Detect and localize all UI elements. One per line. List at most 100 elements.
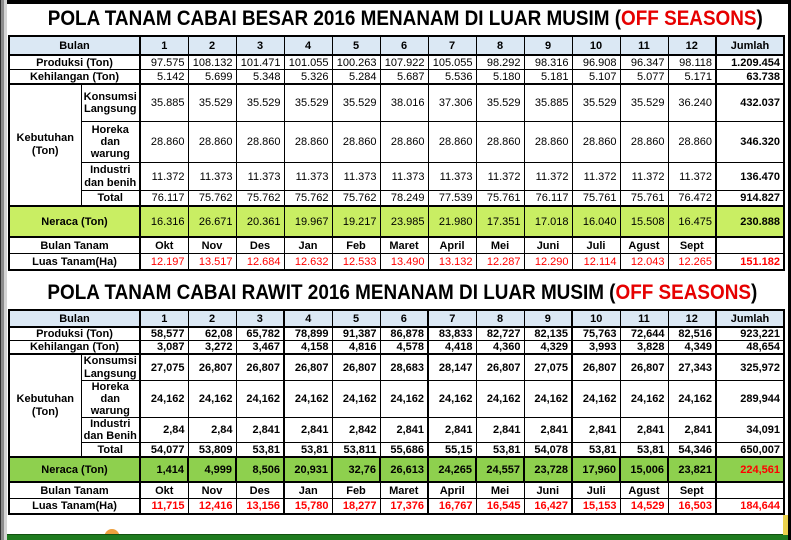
- month-column-header[interactable]: 3: [235, 35, 285, 56]
- bulan-tanam-cell[interactable]: Feb: [331, 481, 381, 500]
- data-cell[interactable]: 4,578: [379, 340, 429, 355]
- jumlah-cell[interactable]: 914.827: [715, 190, 785, 207]
- data-cell[interactable]: 5.171: [667, 69, 717, 85]
- data-cell[interactable]: 24,557: [475, 456, 525, 484]
- data-cell[interactable]: 11.372: [619, 162, 669, 191]
- row-label[interactable]: Bulan Tanam: [8, 481, 141, 500]
- data-cell[interactable]: 28.860: [187, 121, 237, 163]
- data-cell[interactable]: 35.529: [475, 83, 525, 122]
- data-cell[interactable]: 76.117: [139, 190, 189, 207]
- data-cell[interactable]: 26,807: [235, 353, 285, 381]
- data-cell[interactable]: 24,162: [571, 379, 621, 419]
- data-cell[interactable]: 2,841: [283, 417, 333, 444]
- data-cell[interactable]: 53,81: [235, 442, 285, 458]
- data-cell[interactable]: 15,153: [571, 498, 621, 515]
- data-cell[interactable]: 2,84: [139, 417, 189, 444]
- kebutuhan-sub-label[interactable]: Industri dan benih: [80, 162, 141, 191]
- data-cell[interactable]: 75.762: [235, 190, 285, 207]
- data-cell[interactable]: 77.539: [427, 190, 477, 207]
- data-cell[interactable]: 5.077: [619, 69, 669, 85]
- month-column-header[interactable]: 10: [571, 309, 621, 328]
- data-cell[interactable]: 12.290: [523, 253, 573, 271]
- data-cell[interactable]: 24,162: [235, 379, 285, 419]
- data-cell[interactable]: 36.240: [667, 83, 717, 122]
- kebutuhan-group-label[interactable]: Kebutuhan (Ton): [8, 83, 82, 207]
- data-cell[interactable]: 3,467: [235, 340, 285, 355]
- data-cell[interactable]: 18,277: [331, 498, 381, 515]
- data-cell[interactable]: 2,841: [523, 417, 573, 444]
- data-cell[interactable]: 28,147: [427, 353, 477, 381]
- data-cell[interactable]: 75.761: [619, 190, 669, 207]
- row-label[interactable]: Neraca (Ton): [8, 205, 141, 238]
- data-cell[interactable]: 4,816: [331, 340, 381, 355]
- data-cell[interactable]: 96.347: [619, 54, 669, 70]
- bulan-tanam-cell[interactable]: Jan: [283, 236, 333, 254]
- data-cell[interactable]: 27,075: [523, 353, 573, 381]
- data-cell[interactable]: 16.040: [571, 205, 621, 238]
- data-cell[interactable]: 28.860: [427, 121, 477, 163]
- data-cell[interactable]: 62,08: [187, 326, 237, 341]
- data-cell[interactable]: 2,841: [571, 417, 621, 444]
- month-column-header[interactable]: 1: [139, 309, 189, 328]
- bulan-tanam-cell[interactable]: Juli: [571, 481, 621, 500]
- data-cell[interactable]: 19.217: [331, 205, 381, 238]
- data-cell[interactable]: 54,078: [523, 442, 573, 458]
- data-cell[interactable]: 96.908: [571, 54, 621, 70]
- data-cell[interactable]: 3,272: [187, 340, 237, 355]
- data-cell[interactable]: 35.885: [523, 83, 573, 122]
- data-cell[interactable]: 26,807: [187, 353, 237, 381]
- data-cell[interactable]: 16,427: [523, 498, 573, 515]
- data-cell[interactable]: 5.107: [571, 69, 621, 85]
- data-cell[interactable]: 16,545: [475, 498, 525, 515]
- kebutuhan-sub-label[interactable]: Konsumsi Langsung: [80, 353, 141, 381]
- bulan-tanam-cell[interactable]: April: [427, 481, 477, 500]
- bulan-tanam-cell[interactable]: Jan: [283, 481, 333, 500]
- data-cell[interactable]: 78,899: [283, 326, 333, 341]
- data-cell[interactable]: 13.132: [427, 253, 477, 271]
- row-label[interactable]: Luas Tanam(Ha): [8, 253, 141, 271]
- month-column-header[interactable]: 1: [139, 35, 189, 56]
- data-cell[interactable]: 101.055: [283, 54, 333, 70]
- data-cell[interactable]: 26,613: [379, 456, 429, 484]
- data-cell[interactable]: 2,841: [475, 417, 525, 444]
- jumlah-cell[interactable]: 151.182: [715, 253, 785, 271]
- jumlah-cell[interactable]: 63.738: [715, 69, 785, 85]
- bulan-tanam-cell[interactable]: Sept: [667, 481, 717, 500]
- data-cell[interactable]: 3,828: [619, 340, 669, 355]
- month-column-header[interactable]: 12: [667, 35, 717, 56]
- data-cell[interactable]: 5.348: [235, 69, 285, 85]
- bulan-tanam-cell[interactable]: Juni: [523, 481, 573, 500]
- data-cell[interactable]: 24,162: [139, 379, 189, 419]
- data-cell[interactable]: 54,077: [139, 442, 189, 458]
- data-cell[interactable]: 28.860: [331, 121, 381, 163]
- row-label[interactable]: Kehilangan (Ton): [8, 340, 141, 355]
- data-cell[interactable]: 37.306: [427, 83, 477, 122]
- kebutuhan-group-label[interactable]: Kebutuhan (Ton): [8, 352, 82, 458]
- row-label[interactable]: Produksi (Ton): [8, 54, 141, 70]
- data-cell[interactable]: 35.529: [283, 83, 333, 122]
- data-cell[interactable]: 11.372: [571, 162, 621, 191]
- jumlah-cell[interactable]: 48,654: [715, 340, 785, 355]
- month-column-header[interactable]: 5: [331, 309, 381, 328]
- data-cell[interactable]: 11.373: [379, 162, 429, 191]
- data-cell[interactable]: 35.529: [571, 83, 621, 122]
- data-cell[interactable]: 24,162: [667, 379, 717, 419]
- jumlah-cell[interactable]: 34,091: [715, 417, 785, 444]
- bulan-tanam-cell[interactable]: Mei: [475, 236, 525, 254]
- data-cell[interactable]: 35.529: [235, 83, 285, 122]
- data-cell[interactable]: 11.373: [283, 162, 333, 191]
- data-cell[interactable]: 107.922: [379, 54, 429, 70]
- data-cell[interactable]: 24,162: [187, 379, 237, 419]
- jumlah-cell[interactable]: [715, 236, 785, 254]
- data-cell[interactable]: 14,529: [619, 498, 669, 515]
- data-cell[interactable]: 24,162: [427, 379, 477, 419]
- data-cell[interactable]: 12.265: [667, 253, 717, 271]
- jumlah-cell[interactable]: 230.888: [715, 205, 785, 238]
- bulan-tanam-cell[interactable]: Okt: [139, 236, 189, 254]
- bulan-header[interactable]: Bulan: [8, 309, 141, 328]
- data-cell[interactable]: 3,993: [571, 340, 621, 355]
- data-cell[interactable]: 75,763: [571, 326, 621, 341]
- data-cell[interactable]: 75.762: [331, 190, 381, 207]
- data-cell[interactable]: 24,162: [475, 379, 525, 419]
- kebutuhan-sub-label[interactable]: Industri dan Benih: [80, 417, 141, 444]
